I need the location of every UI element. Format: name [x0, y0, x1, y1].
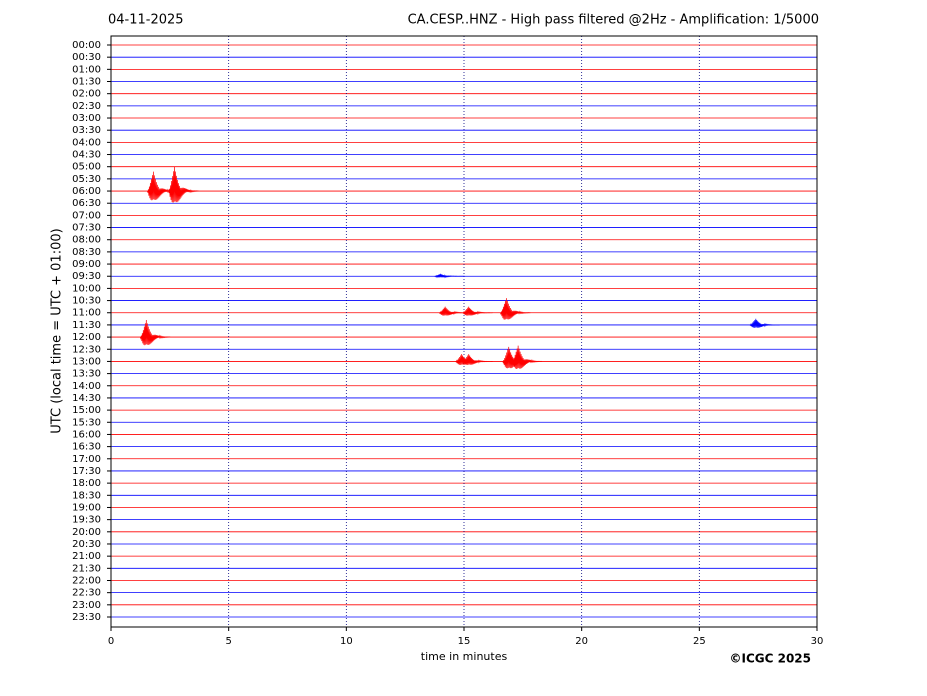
y-tick-label: 03:00 [72, 113, 101, 124]
seismic-event [168, 166, 199, 203]
y-tick-label: 08:30 [72, 247, 101, 258]
y-tick-label: 07:30 [72, 223, 101, 234]
seismic-event [500, 298, 531, 320]
y-tick-label: 11:30 [72, 320, 101, 331]
x-tick-label: 30 [811, 636, 824, 647]
y-tick-label: 05:00 [72, 162, 101, 173]
x-axis-label: time in minutes [421, 650, 508, 663]
y-tick-label: 01:30 [72, 77, 101, 88]
seismic-event [749, 318, 780, 328]
seismic-event [462, 306, 493, 316]
x-tick-label: 20 [575, 636, 588, 647]
y-tick-label: 09:30 [72, 271, 101, 282]
y-tick-label: 00:30 [72, 52, 101, 63]
seismic-event [511, 345, 543, 370]
copyright: ©ICGC 2025 [729, 652, 811, 666]
y-tick-label: 03:30 [72, 125, 101, 136]
y-tick-label: 08:00 [72, 235, 101, 246]
y-tick-label: 04:00 [72, 137, 101, 148]
y-tick-label: 12:00 [72, 332, 101, 343]
y-tick-label: 04:30 [72, 150, 101, 161]
x-tick-label: 10 [340, 636, 353, 647]
y-tick-label: 11:00 [72, 308, 101, 319]
y-tick-label: 05:30 [72, 174, 101, 185]
seismic-event [462, 354, 493, 365]
date: 04-11-2025 [108, 13, 184, 28]
y-tick-label: 21:00 [72, 551, 101, 562]
y-tick-label: 14:00 [72, 381, 101, 392]
x-tick-label: 5 [225, 636, 231, 647]
seismic-event [438, 306, 470, 316]
chart-title: CA.CESP..HNZ - High pass filtered @2Hz -… [408, 13, 819, 28]
y-tick-label: 06:30 [72, 198, 101, 209]
y-tick-label: 02:00 [72, 89, 101, 100]
y-tick-label: 20:00 [72, 527, 101, 538]
y-tick-label: 14:30 [72, 393, 101, 404]
y-tick-label: 15:00 [72, 405, 101, 416]
y-tick-label: 22:00 [72, 575, 101, 586]
y-tick-label: 21:30 [72, 563, 101, 574]
y-tick-label: 18:00 [72, 478, 101, 489]
y-tick-label: 23:00 [72, 600, 101, 611]
y-tick-label: 10:00 [72, 283, 101, 294]
y-tick-label: 20:30 [72, 539, 101, 550]
y-tick-label: 18:30 [72, 490, 101, 501]
y-tick-label: 15:30 [72, 417, 101, 428]
y-tick-label: 02:30 [72, 101, 101, 112]
y-tick-label: 13:30 [72, 369, 101, 380]
y-tick-label: 17:30 [72, 466, 101, 477]
y-tick-label: 09:00 [72, 259, 101, 270]
seismic-event [434, 273, 465, 279]
y-tick-label: 07:00 [72, 210, 101, 221]
y-tick-label: 12:30 [72, 344, 101, 355]
x-tick-label: 25 [693, 636, 706, 647]
y-axis-label: UTC (local time = UTC + 01:00) [50, 228, 65, 433]
y-tick-label: 22:30 [72, 588, 101, 599]
y-tick-label: 16:00 [72, 429, 101, 440]
x-tick-label: 0 [108, 636, 114, 647]
y-tick-label: 01:00 [72, 64, 101, 75]
x-tick-label: 15 [458, 636, 471, 647]
y-tick-label: 10:30 [72, 296, 101, 307]
y-tick-label: 19:00 [72, 502, 101, 513]
y-tick-label: 16:30 [72, 442, 101, 453]
y-tick-label: 23:30 [72, 612, 101, 623]
plot-frame [110, 35, 818, 628]
y-tick-label: 00:00 [72, 40, 101, 51]
y-tick-label: 19:30 [72, 515, 101, 526]
y-tick-label: 17:00 [72, 454, 101, 465]
y-tick-label: 06:00 [72, 186, 101, 197]
y-tick-label: 13:00 [72, 356, 101, 367]
seismic-event [139, 320, 171, 346]
